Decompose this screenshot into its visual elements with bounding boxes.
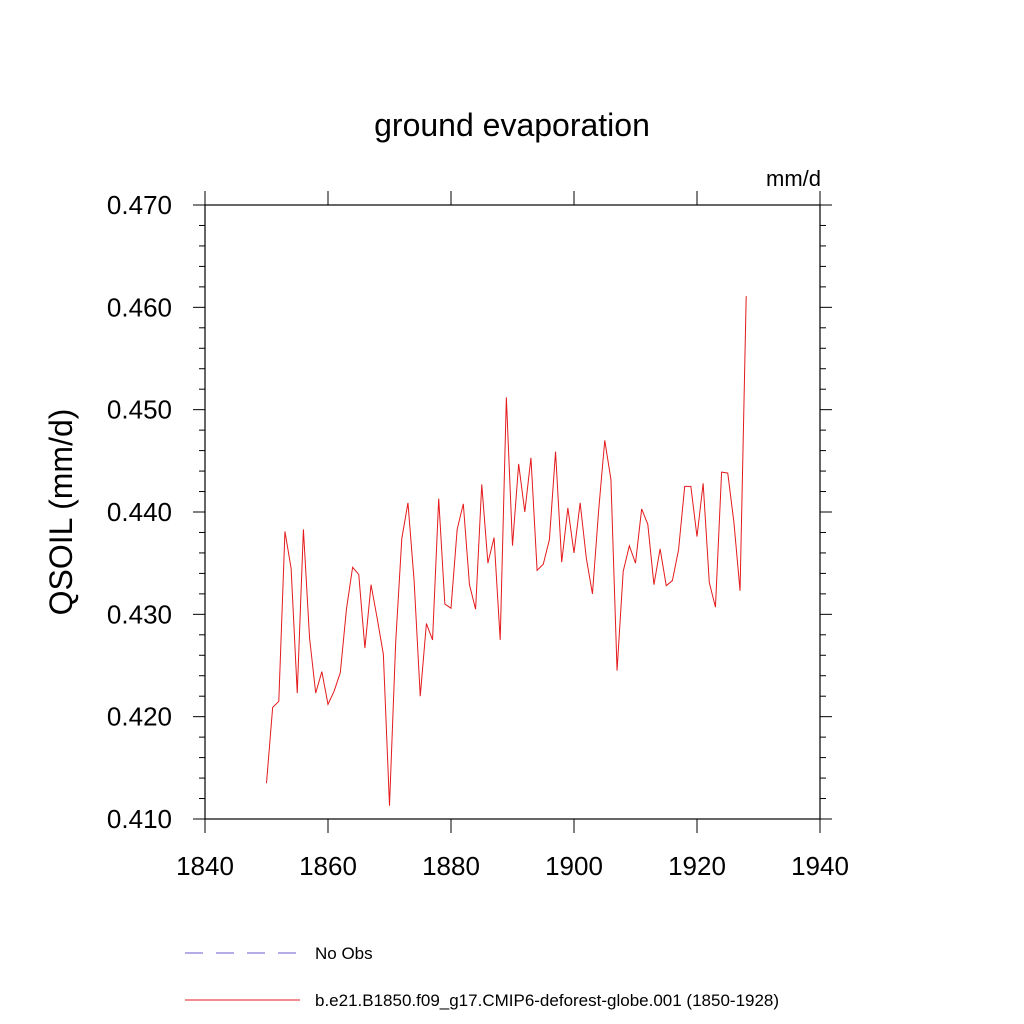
units-label: mm/d (766, 166, 821, 191)
x-tick-label: 1920 (668, 851, 726, 881)
y-tick-label: 0.460 (107, 292, 172, 322)
legend-label-no-obs: No Obs (315, 944, 373, 963)
x-tick-labels: 1840 1860 1880 1900 1920 1940 (176, 851, 849, 881)
y-axis-label: QSOIL (mm/d) (43, 409, 79, 616)
y-tick-label: 0.430 (107, 599, 172, 629)
x-tick-label: 1900 (545, 851, 603, 881)
y-tick-label: 0.470 (107, 190, 172, 220)
plot-frame (204, 204, 821, 820)
y-tick-label: 0.410 (107, 804, 172, 834)
series-line (266, 296, 747, 806)
legend: No Obs b.e21.B1850.f09_g17.CMIP6-defores… (185, 944, 779, 1010)
legend-label-model: b.e21.B1850.f09_g17.CMIP6-deforest-globe… (315, 991, 779, 1010)
chart-title: ground evaporation (374, 107, 650, 143)
data-series (266, 296, 747, 806)
axis-ticks (193, 191, 832, 833)
x-tick-label: 1880 (422, 851, 480, 881)
y-tick-label: 0.450 (107, 395, 172, 425)
y-tick-label: 0.420 (107, 702, 172, 732)
x-tick-label: 1860 (299, 851, 357, 881)
y-tick-labels: 0.410 0.420 0.430 0.440 0.450 0.460 0.470 (107, 190, 172, 834)
x-tick-label: 1840 (176, 851, 234, 881)
y-tick-label: 0.440 (107, 497, 172, 527)
x-tick-label: 1940 (791, 851, 849, 881)
